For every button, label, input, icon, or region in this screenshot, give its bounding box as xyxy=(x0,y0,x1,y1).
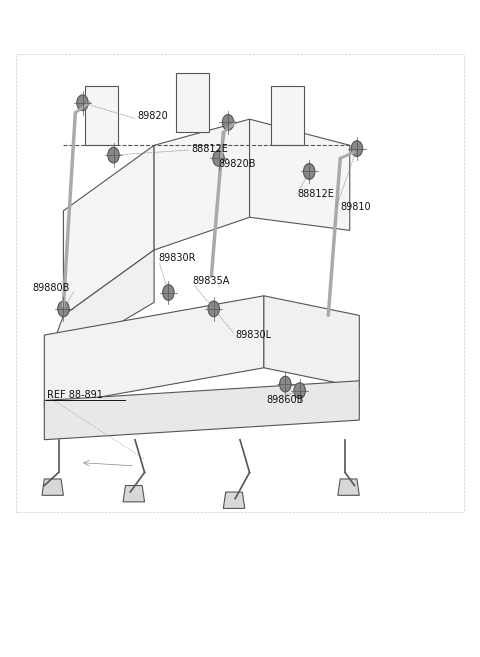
Circle shape xyxy=(77,95,88,110)
Text: 88812E: 88812E xyxy=(297,189,334,198)
Polygon shape xyxy=(42,479,63,495)
Circle shape xyxy=(213,150,224,166)
Polygon shape xyxy=(338,479,360,495)
Text: 89810: 89810 xyxy=(340,202,371,212)
Text: 89830R: 89830R xyxy=(159,254,196,263)
Polygon shape xyxy=(264,296,360,388)
Polygon shape xyxy=(63,145,154,315)
Circle shape xyxy=(294,383,305,399)
Circle shape xyxy=(208,301,219,317)
Circle shape xyxy=(58,301,69,317)
Circle shape xyxy=(280,376,291,392)
Text: 89880B: 89880B xyxy=(33,283,70,293)
Text: 89820: 89820 xyxy=(137,111,168,121)
Text: 88812E: 88812E xyxy=(192,144,228,154)
Polygon shape xyxy=(223,492,245,509)
Polygon shape xyxy=(154,119,250,250)
Circle shape xyxy=(303,164,315,179)
Polygon shape xyxy=(123,486,144,502)
Polygon shape xyxy=(44,250,154,368)
Polygon shape xyxy=(271,87,304,145)
Polygon shape xyxy=(250,119,350,231)
Polygon shape xyxy=(44,296,264,407)
Polygon shape xyxy=(85,87,118,145)
Polygon shape xyxy=(44,381,360,440)
Circle shape xyxy=(163,284,174,300)
Text: 89860B: 89860B xyxy=(266,396,304,405)
Circle shape xyxy=(108,147,119,163)
Circle shape xyxy=(222,114,234,130)
Circle shape xyxy=(351,141,363,156)
Polygon shape xyxy=(176,74,209,132)
Text: 89830L: 89830L xyxy=(235,330,271,340)
Text: REF 88-891: REF 88-891 xyxy=(47,390,103,400)
Text: 89835A: 89835A xyxy=(192,277,229,286)
Text: 89820B: 89820B xyxy=(218,158,256,169)
